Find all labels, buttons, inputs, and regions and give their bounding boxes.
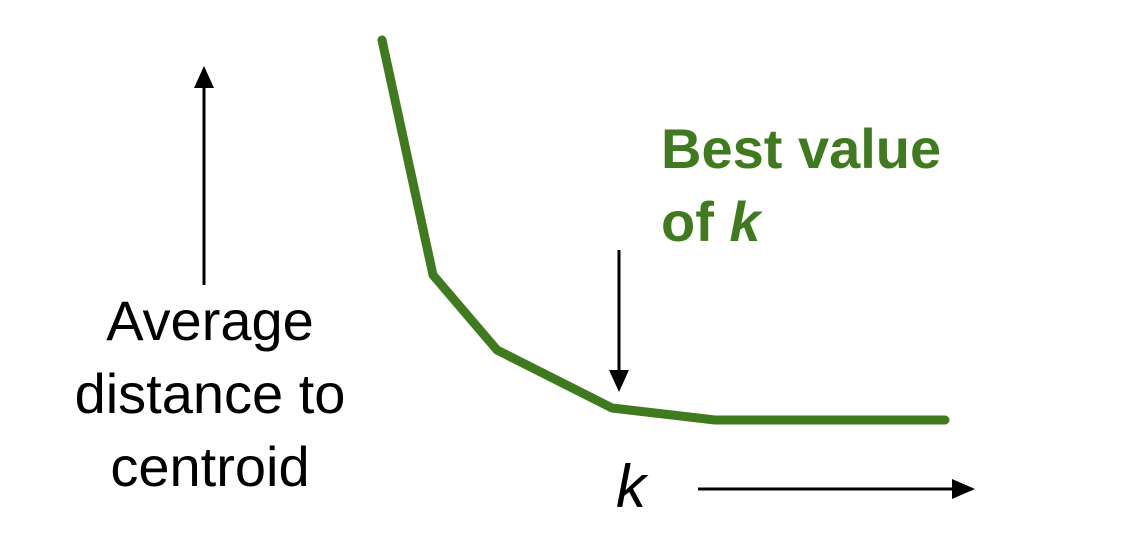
- best-k-annotation: Best value of k: [661, 112, 941, 258]
- y-axis-label-line-3: centroid: [110, 435, 310, 498]
- y-axis-arrowhead: [194, 66, 214, 88]
- y-axis-label-line-2: distance to: [74, 362, 346, 425]
- best-k-annotation-line-1: Best value: [661, 117, 942, 180]
- x-axis-label: k: [616, 453, 646, 520]
- best-k-annotation-line-2: of k: [661, 185, 941, 258]
- best-k-pointer-arrowhead: [609, 370, 629, 392]
- best-k-annotation-variable: k: [729, 190, 761, 253]
- best-k-annotation-prefix: of: [661, 190, 730, 253]
- elbow-curve: [377, 35, 950, 425]
- y-axis-label-line-1: Average: [106, 289, 314, 352]
- y-axis-label: Average distance to centroid: [40, 284, 380, 503]
- x-axis-arrowhead: [952, 479, 975, 499]
